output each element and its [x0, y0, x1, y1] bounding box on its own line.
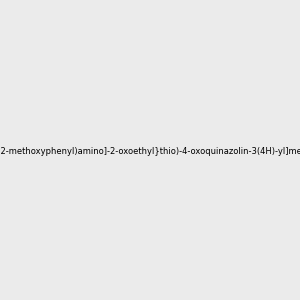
Text: N-(2-furylmethyl)-4-{[2-({2-[(2-methoxyphenyl)amino]-2-oxoethyl}thio)-4-oxoquina: N-(2-furylmethyl)-4-{[2-({2-[(2-methoxyp… [0, 147, 300, 156]
